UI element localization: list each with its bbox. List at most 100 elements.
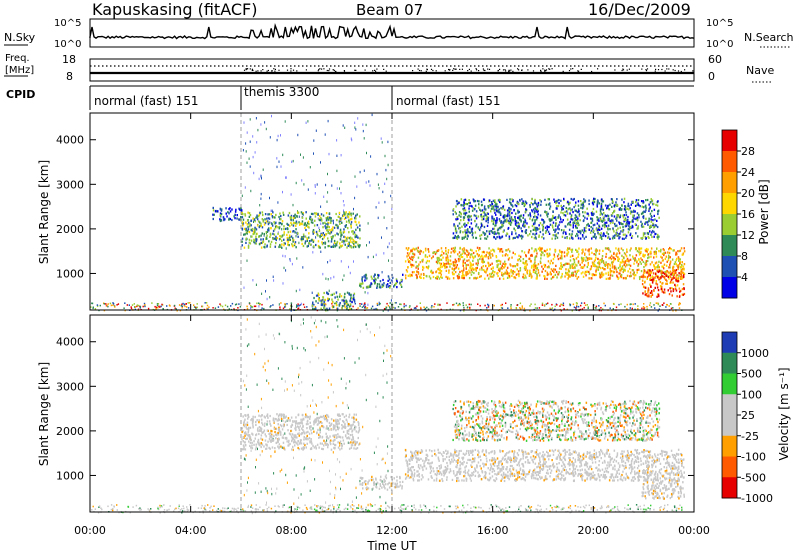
data-point bbox=[226, 215, 228, 218]
data-point bbox=[598, 308, 601, 311]
data-point bbox=[319, 507, 321, 510]
data-point bbox=[648, 203, 650, 206]
data-point bbox=[311, 508, 313, 510]
data-point bbox=[535, 255, 538, 258]
data-point bbox=[352, 230, 354, 233]
data-point bbox=[487, 262, 490, 265]
data-point bbox=[495, 209, 498, 212]
data-point bbox=[267, 217, 270, 220]
freq-dot bbox=[674, 69, 676, 72]
data-point bbox=[600, 505, 603, 507]
data-point bbox=[411, 509, 413, 511]
data-point bbox=[424, 247, 427, 250]
data-point bbox=[336, 232, 338, 235]
data-point bbox=[493, 304, 495, 307]
data-point bbox=[453, 303, 455, 306]
data-point bbox=[525, 202, 528, 205]
data-point bbox=[385, 285, 388, 289]
data-point bbox=[317, 234, 319, 237]
data-point bbox=[496, 217, 498, 220]
data-point bbox=[256, 218, 259, 221]
data-point bbox=[160, 305, 162, 308]
data-point bbox=[614, 258, 616, 261]
data-point bbox=[318, 299, 320, 302]
data-point bbox=[596, 222, 599, 225]
data-point bbox=[647, 507, 649, 509]
data-point bbox=[323, 303, 325, 306]
data-point bbox=[293, 230, 295, 233]
data-point bbox=[502, 214, 505, 217]
data-point bbox=[601, 255, 604, 258]
data-point bbox=[480, 233, 483, 237]
data-point bbox=[554, 234, 556, 237]
freq-dot bbox=[641, 68, 643, 70]
data-point bbox=[509, 219, 512, 222]
data-point bbox=[645, 204, 647, 207]
data-point bbox=[212, 209, 215, 212]
data-point bbox=[511, 211, 513, 215]
data-point bbox=[387, 304, 390, 307]
freq-dot bbox=[654, 70, 656, 72]
nsearch-tick-high: 10^5 bbox=[706, 18, 733, 29]
data-point bbox=[571, 208, 573, 211]
data-point bbox=[531, 247, 533, 250]
data-point bbox=[483, 260, 485, 263]
data-point bbox=[658, 235, 660, 238]
data-point bbox=[675, 251, 677, 254]
data-point bbox=[310, 221, 313, 224]
data-point bbox=[616, 275, 619, 279]
data-point bbox=[648, 272, 650, 275]
data-point bbox=[457, 506, 459, 509]
data-point bbox=[657, 303, 660, 305]
data-point bbox=[277, 232, 279, 235]
data-point bbox=[281, 222, 283, 225]
data-point bbox=[266, 510, 269, 512]
data-point bbox=[628, 263, 630, 266]
data-point bbox=[518, 223, 520, 226]
data-point bbox=[250, 228, 252, 231]
data-point bbox=[435, 510, 438, 512]
data-point bbox=[562, 507, 564, 509]
data-point bbox=[231, 208, 233, 211]
data-point bbox=[265, 290, 266, 293]
data-point bbox=[216, 509, 218, 512]
data-point bbox=[497, 274, 499, 278]
data-point bbox=[418, 509, 420, 511]
data-point bbox=[510, 304, 512, 306]
data-point bbox=[150, 508, 152, 510]
data-point bbox=[551, 218, 553, 221]
data-point bbox=[577, 276, 580, 279]
data-point bbox=[509, 198, 511, 201]
data-point bbox=[455, 205, 457, 208]
data-point bbox=[442, 264, 445, 267]
data-point bbox=[457, 258, 460, 261]
data-point bbox=[452, 232, 455, 235]
data-point bbox=[593, 200, 596, 204]
data-point bbox=[407, 260, 410, 263]
data-point bbox=[254, 230, 256, 233]
data-point bbox=[621, 208, 623, 211]
data-point bbox=[679, 266, 682, 269]
freq-dot bbox=[461, 68, 463, 70]
data-point bbox=[563, 213, 565, 217]
data-point bbox=[618, 272, 620, 275]
data-point bbox=[491, 205, 493, 208]
cpid-segment-3: normal (fast) 151 bbox=[396, 94, 500, 108]
data-point bbox=[629, 212, 632, 215]
data-point bbox=[422, 277, 425, 280]
data-point bbox=[459, 231, 461, 234]
data-point bbox=[109, 302, 112, 305]
data-point bbox=[276, 138, 278, 142]
data-point bbox=[296, 510, 298, 512]
freq-dot bbox=[668, 68, 670, 70]
data-point bbox=[485, 264, 487, 268]
data-point bbox=[337, 227, 339, 230]
data-point bbox=[469, 271, 471, 274]
data-point bbox=[457, 253, 459, 256]
data-point bbox=[514, 229, 517, 232]
freq-dot bbox=[655, 68, 657, 70]
data-point bbox=[629, 254, 631, 257]
data-point bbox=[96, 304, 99, 306]
data-point bbox=[139, 507, 141, 509]
data-point bbox=[498, 218, 501, 221]
